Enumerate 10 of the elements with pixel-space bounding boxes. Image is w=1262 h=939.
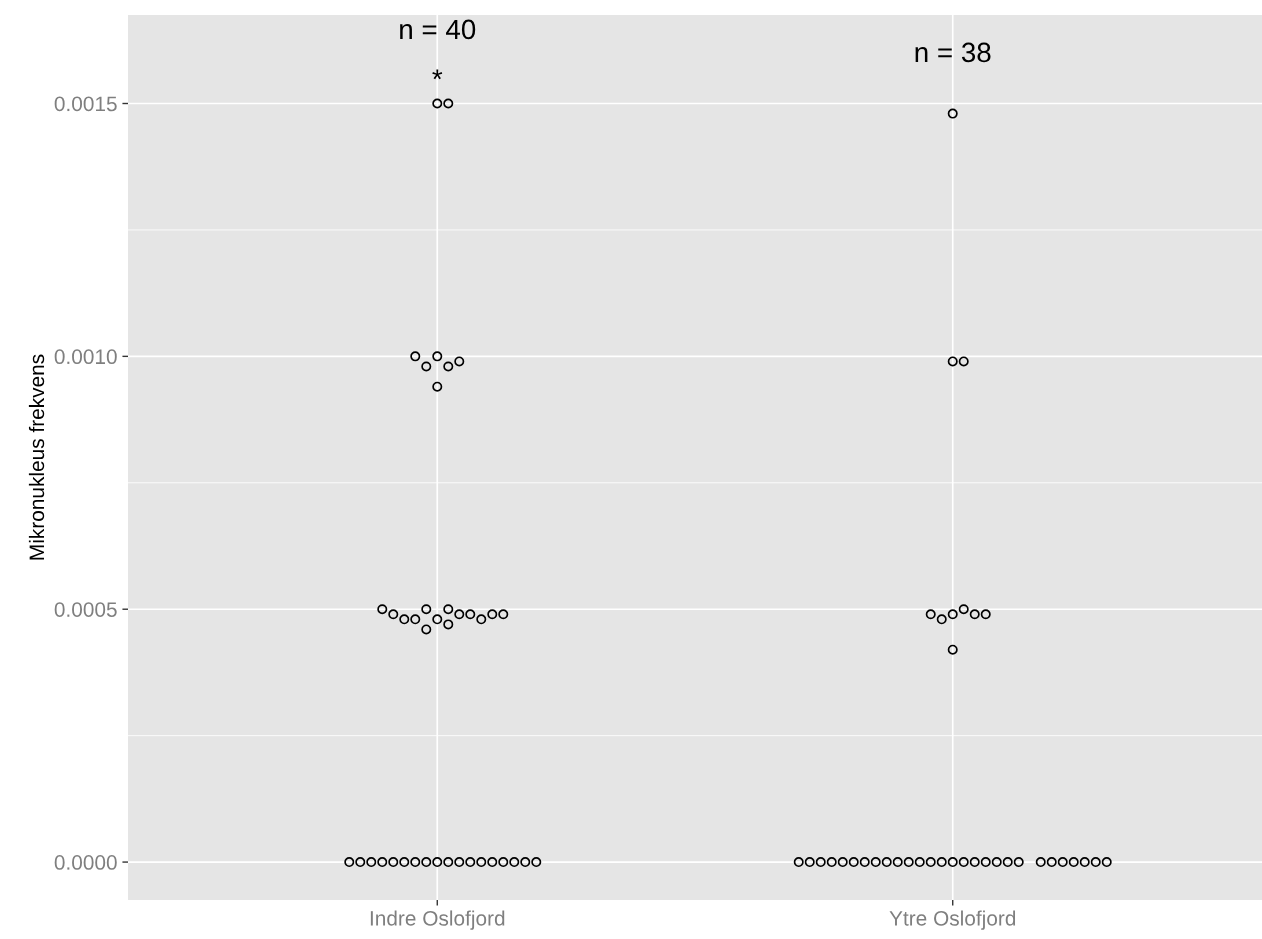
- annotation: *: [432, 69, 443, 80]
- y-tick-label: 0.0000: [54, 855, 117, 870]
- y-axis-title: Mikronukleus frekvens: [28, 354, 45, 560]
- y-tick-label: 0.0005: [54, 602, 117, 617]
- x-tick-label: Indre Oslofjord: [370, 910, 505, 930]
- y-tick-label: 0.0015: [54, 96, 117, 112]
- annotation: n = 38: [915, 42, 991, 63]
- x-tick-label: Ytre Oslofjord: [889, 910, 1016, 930]
- annotation: n = 40: [400, 19, 476, 40]
- y-tick-label: 0.0010: [54, 349, 117, 365]
